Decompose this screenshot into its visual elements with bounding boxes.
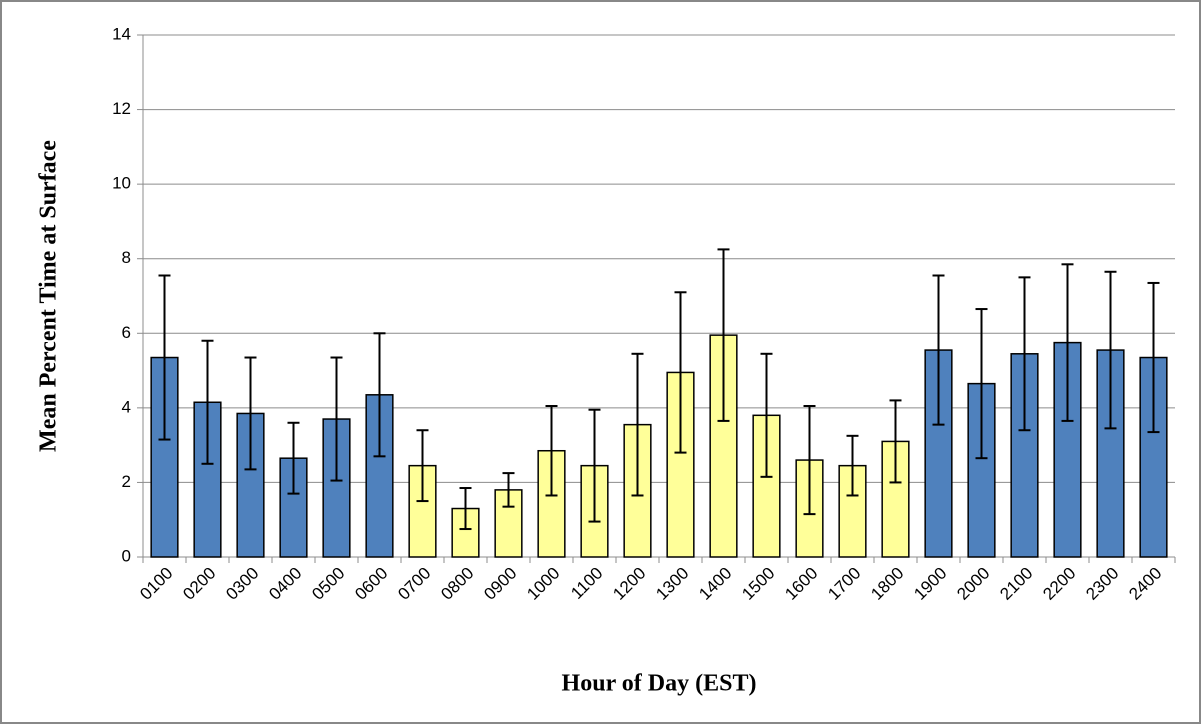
y-tick-label: 4 [122, 397, 131, 416]
x-axis-label: Hour of Day (EST) [562, 671, 757, 697]
y-tick-label: 8 [122, 248, 131, 267]
y-tick-label: 10 [112, 174, 131, 193]
y-tick-label: 6 [122, 323, 131, 342]
y-tick-label: 14 [112, 24, 131, 43]
bar [666, 371, 695, 558]
y-tick-label: 0 [122, 546, 131, 565]
y-tick-label: 12 [112, 99, 131, 118]
bar [236, 412, 265, 558]
y-axis-label: Mean Percent Time at Surface [36, 140, 62, 452]
y-tick-label: 2 [122, 472, 131, 491]
